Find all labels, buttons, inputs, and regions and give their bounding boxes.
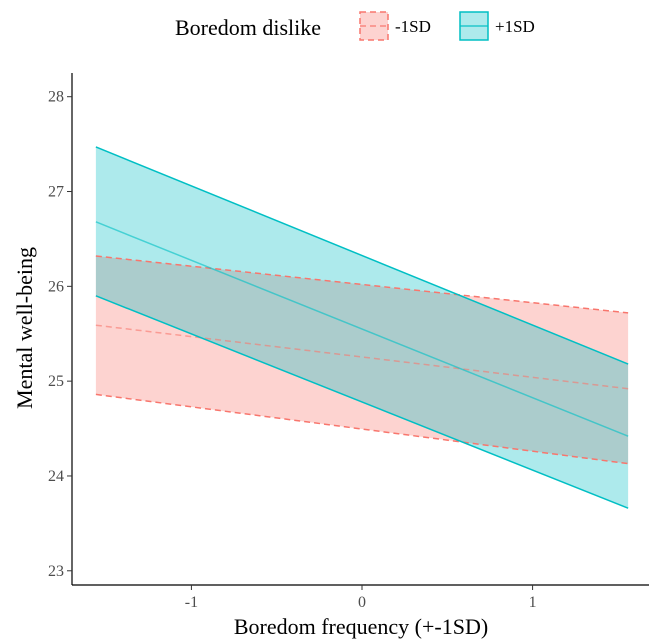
y-tick-label: 23 [48, 563, 64, 580]
x-tick-label: 1 [529, 594, 537, 611]
y-axis-title: Mental well-being [12, 247, 37, 409]
legend-title: Boredom dislike [175, 15, 321, 40]
y-tick-label: 25 [48, 373, 64, 390]
legend: Boredom dislike -1SD +1SD [175, 11, 535, 41]
plot-area [95, 146, 629, 509]
axes: 23 24 25 26 27 28 -1 0 1 [48, 73, 649, 611]
upper-bound-line-+1SD [95, 146, 629, 365]
y-tick-label: 26 [48, 278, 64, 295]
lower-bound-line-+1SD [95, 295, 629, 509]
legend-label-+1SD: +1SD [495, 17, 535, 36]
x-axis-title: Boredom frequency (+-1SD) [234, 614, 488, 639]
y-tick-label: 28 [48, 89, 64, 106]
fit-line-+1SD [95, 221, 629, 437]
x-tick-label: 0 [358, 594, 366, 611]
ribbon--1SD [95, 255, 629, 464]
y-tick-label: 24 [48, 468, 64, 485]
legend-label--1SD: -1SD [395, 17, 431, 36]
x-tick-label: -1 [185, 594, 198, 611]
ribbon-+1SD [95, 146, 629, 509]
y-tick-label: 27 [48, 184, 64, 201]
